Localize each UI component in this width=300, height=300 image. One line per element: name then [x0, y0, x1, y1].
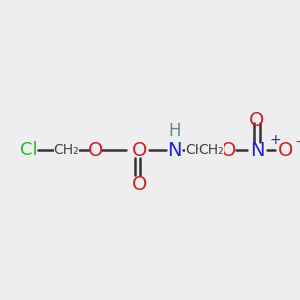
Text: N: N: [250, 140, 264, 160]
Text: CH₂: CH₂: [54, 143, 79, 157]
Text: O: O: [221, 140, 236, 160]
Text: O: O: [249, 111, 265, 130]
Text: O: O: [278, 140, 293, 160]
Text: O: O: [132, 175, 147, 194]
Text: H: H: [168, 122, 181, 140]
Text: O: O: [132, 140, 147, 160]
Text: Cl: Cl: [20, 141, 38, 159]
Text: CH₂: CH₂: [199, 143, 224, 157]
Text: +: +: [270, 133, 281, 147]
Text: O: O: [88, 140, 103, 160]
Text: -: -: [295, 136, 300, 150]
Text: CH₂: CH₂: [185, 143, 211, 157]
Text: N: N: [167, 140, 182, 160]
